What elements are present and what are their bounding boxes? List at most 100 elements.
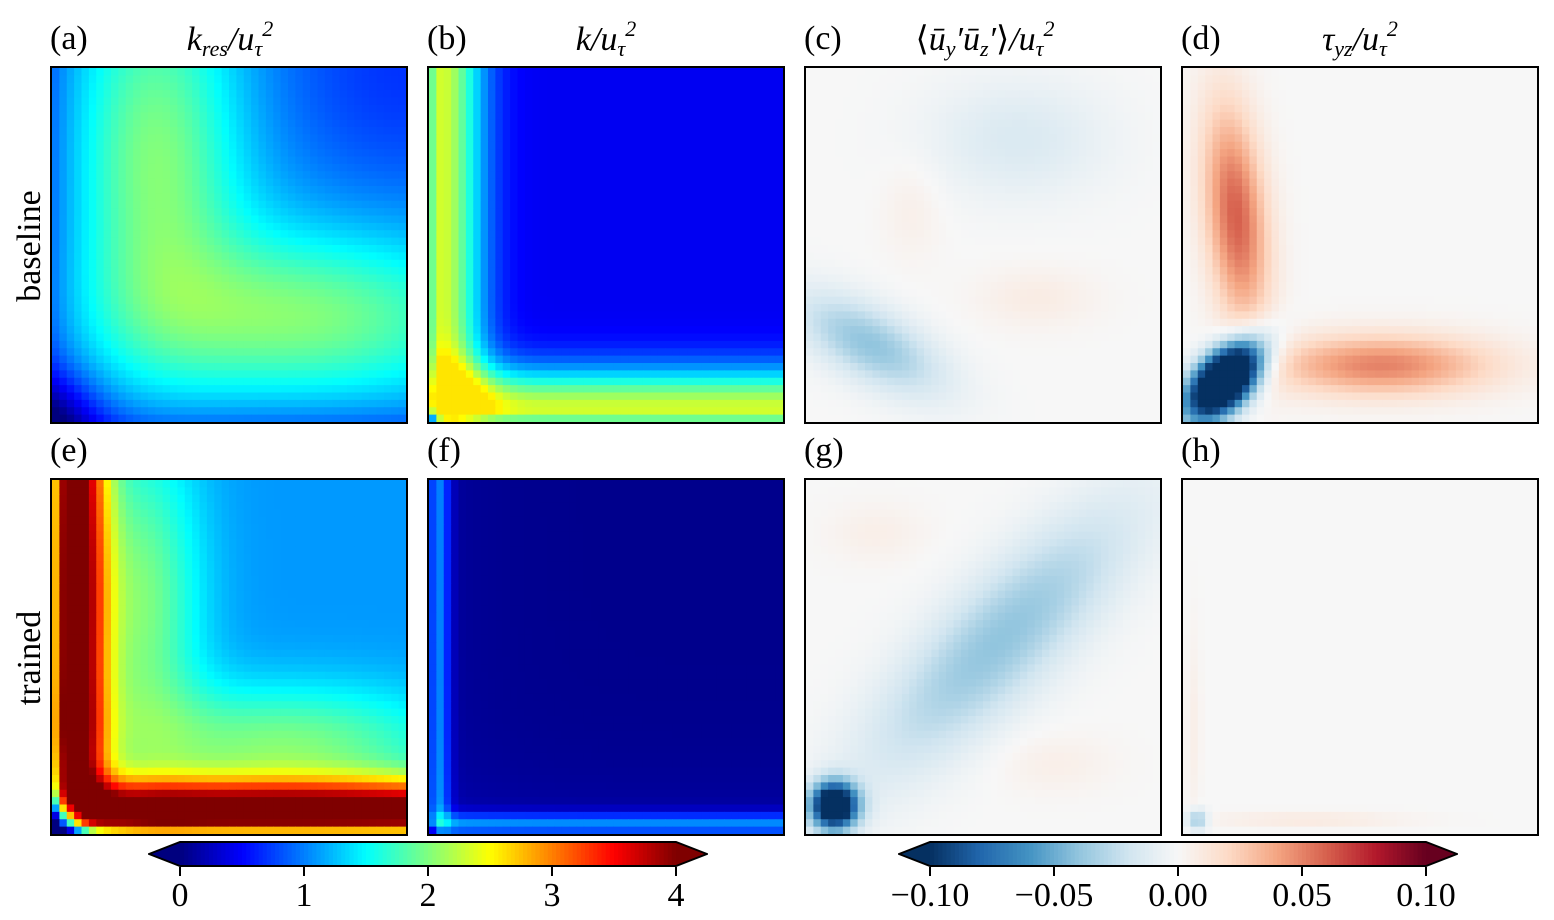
heatmap-cell	[532, 193, 541, 202]
heatmap-cell	[59, 237, 68, 246]
heatmap-cell	[872, 119, 881, 128]
heatmap-cell	[74, 134, 83, 143]
heatmap-cell	[820, 97, 829, 106]
heatmap-cell	[265, 377, 274, 386]
heatmap-cell	[162, 119, 171, 128]
heatmap-cell	[88, 237, 97, 246]
heatmap-cell	[701, 178, 710, 187]
heatmap-cell	[620, 149, 629, 158]
heatmap-cell	[258, 385, 267, 394]
heatmap-cell	[613, 399, 622, 408]
heatmap-cell	[251, 414, 260, 422]
heatmap-cell	[465, 112, 474, 121]
heatmap-cell	[709, 267, 718, 276]
heatmap-cell	[155, 75, 164, 84]
heatmap-cell	[524, 252, 533, 261]
heatmap-cell	[324, 370, 333, 379]
heatmap-cell	[547, 97, 555, 106]
heatmap-cell	[731, 97, 740, 106]
heatmap-cell	[532, 215, 541, 224]
heatmap-cell	[133, 311, 142, 320]
heatmap-cell	[66, 193, 75, 202]
heatmap-cell	[909, 75, 918, 84]
heatmap-cell	[775, 274, 783, 283]
heatmap-cell	[214, 75, 223, 84]
heatmap-cell	[96, 304, 105, 312]
heatmap-cell	[672, 311, 681, 320]
heatmap-cell	[488, 326, 496, 335]
heatmap-cell	[251, 75, 260, 84]
heatmap-cell	[295, 274, 304, 283]
heatmap-cell	[635, 82, 644, 91]
heatmap-cell	[738, 370, 747, 379]
heatmap-cell	[443, 355, 452, 364]
heatmap-cell	[347, 193, 355, 202]
heatmap-cell	[539, 326, 548, 335]
heatmap-cell	[628, 178, 637, 187]
heatmap-cell	[88, 385, 97, 394]
heatmap-cell	[716, 407, 725, 416]
heatmap-cell	[517, 326, 526, 335]
heatmap-cell	[265, 363, 274, 371]
heatmap-cell	[74, 281, 83, 290]
heatmap-cell	[118, 348, 127, 357]
heatmap-cell	[347, 141, 355, 150]
heatmap-cell	[620, 407, 629, 416]
heatmap-cell	[214, 134, 223, 143]
heatmap-cell	[177, 363, 186, 371]
heatmap-cell	[650, 200, 659, 209]
heatmap-cell	[569, 392, 578, 401]
heatmap-cell	[554, 340, 563, 349]
heatmap-cell	[280, 134, 289, 143]
heatmap-cell	[52, 134, 60, 143]
heatmap-cell	[451, 274, 460, 283]
heatmap-cell	[495, 348, 504, 357]
heatmap-cell	[369, 370, 378, 379]
heatmap-cell	[532, 171, 541, 180]
heatmap-cell	[332, 134, 341, 143]
heatmap-cell	[760, 171, 769, 180]
heatmap-cell	[59, 119, 68, 128]
heatmap-cell	[760, 82, 769, 91]
heatmap-cell	[214, 171, 223, 180]
heatmap-cell	[111, 97, 119, 106]
heatmap-cell	[310, 112, 319, 121]
heatmap-cell	[569, 208, 578, 217]
heatmap-cell	[576, 363, 585, 371]
heatmap-cell	[125, 252, 134, 261]
heatmap-cell	[724, 252, 732, 261]
heatmap-cell	[206, 311, 215, 320]
heatmap-cell	[679, 193, 688, 202]
heatmap-cell	[598, 333, 607, 342]
heatmap-cell	[724, 377, 732, 386]
heatmap-cell	[118, 289, 127, 298]
heatmap-cell	[901, 75, 910, 84]
heatmap-cell	[170, 281, 178, 290]
heatmap-cell	[613, 304, 622, 312]
heatmap-cell	[583, 75, 592, 84]
heatmap-cell	[66, 156, 75, 165]
heatmap-cell	[324, 267, 333, 276]
heatmap-cell	[52, 186, 60, 194]
heatmap-cell	[701, 171, 710, 180]
heatmap-cell	[451, 267, 460, 276]
heatmap-cell	[221, 311, 230, 320]
heatmap-cell	[813, 68, 822, 76]
heatmap-cell	[88, 281, 97, 290]
heatmap-cell	[760, 326, 769, 335]
heatmap-cell	[229, 245, 237, 253]
heatmap-cell	[243, 171, 252, 180]
heatmap-cell	[354, 222, 363, 231]
heatmap-cell	[288, 134, 296, 143]
heatmap-cell	[665, 296, 673, 305]
heatmap-cell	[709, 222, 718, 231]
heatmap-cell	[354, 392, 363, 401]
heatmap-cell	[369, 127, 378, 135]
heatmap-cell	[731, 348, 740, 357]
heatmap-cell	[125, 82, 134, 91]
heatmap-cell	[295, 90, 304, 99]
heatmap-cell	[731, 119, 740, 128]
heatmap-cell	[170, 318, 178, 327]
heatmap-cell	[606, 222, 614, 231]
heatmap-cell	[324, 97, 333, 106]
